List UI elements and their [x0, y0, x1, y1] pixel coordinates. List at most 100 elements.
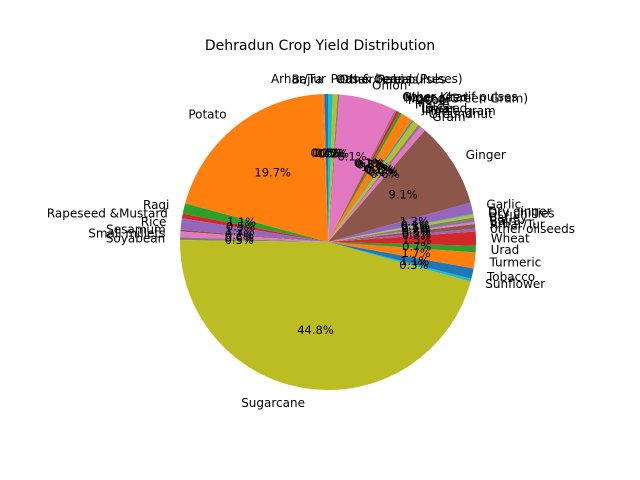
slice-percent-label: 0.5%	[226, 219, 255, 233]
pie-slice	[180, 237, 328, 242]
slice-label: Onion	[372, 78, 407, 92]
pie-slice	[328, 94, 340, 242]
slice-percent-label: 1.1%	[400, 254, 429, 268]
pie-slice	[328, 120, 414, 242]
slice-percent-label: 0.5%	[315, 146, 344, 160]
pie-slice	[180, 218, 328, 242]
slice-label: Niger seed	[403, 91, 468, 105]
slice-label: Bajra	[292, 72, 323, 86]
slice-label: Masoor	[408, 93, 452, 107]
slice-label: Rapeseed &Mustard	[47, 206, 168, 220]
pie-slice	[180, 231, 328, 242]
slice-percent-label: 19.7%	[254, 166, 291, 180]
slice-label: Bajra	[490, 214, 521, 228]
pie-slice	[181, 213, 328, 242]
slice-label: Potato	[188, 108, 226, 122]
pie-slice	[328, 231, 476, 246]
pie-slice	[328, 110, 400, 242]
slice-percent-label: 44.8%	[297, 323, 334, 337]
chart-title: Dehradun Crop Yield Distribution	[205, 38, 435, 54]
pie-slice	[328, 214, 474, 242]
slice-label: Groundnut	[429, 107, 493, 121]
slice-label: Ragi	[143, 198, 169, 212]
slice-label: Linseed	[421, 101, 467, 115]
slice-percent-label: 0.1%	[364, 162, 393, 176]
slice-label: Arhar/Tur	[490, 218, 545, 232]
slice-label: Peas & beans (Pulses)	[331, 72, 463, 86]
slice-percent-label: 0.1%	[354, 156, 383, 170]
slice-percent-label: 1.2%	[225, 224, 254, 238]
slice-percent-label: 0.6%	[366, 164, 395, 178]
pie-slice	[185, 94, 328, 242]
slice-percent-label: 0.1%	[365, 163, 394, 177]
pie-slice	[324, 94, 328, 242]
pie-slice	[328, 94, 338, 242]
slice-percent-label: 0.6%	[225, 230, 254, 244]
pie-slice	[179, 240, 471, 390]
pie-slice	[328, 217, 475, 242]
pie-slices	[179, 94, 476, 390]
slice-percent-label: 0.3%	[355, 157, 384, 171]
slice-label: Moong(Green Gram)	[405, 92, 528, 106]
slice-percent-label: 1.7%	[401, 246, 430, 260]
pie-slice	[328, 242, 474, 279]
pie-slice	[328, 242, 476, 253]
slice-percent-label: 0.7%	[402, 239, 431, 253]
pie-slice	[328, 222, 475, 242]
slice-label: Small millets	[88, 227, 165, 241]
slice-label: Sunflower	[485, 277, 545, 291]
pie-percent-labels: 0.4%0.2%19.7%1.1%0.5%1.2%0.2%0.6%0.3%44.…	[225, 146, 432, 337]
pie-slice	[328, 213, 474, 242]
slice-label: Turmeric	[489, 255, 542, 269]
slice-label: Rice	[141, 215, 167, 229]
slice-percent-label: 0.4%	[312, 146, 341, 160]
pie-slice	[328, 110, 396, 242]
slice-percent-label: 0.2%	[320, 146, 349, 160]
slice-label: Jowar	[421, 102, 455, 116]
slice-label: Arhar/Tur	[271, 72, 326, 86]
slice-label: Maize	[415, 97, 450, 111]
slice-label: Gram	[432, 110, 465, 124]
slice-percent-label: 0.2%	[225, 228, 254, 242]
pie-slice	[328, 228, 476, 242]
slice-percent-label: 1.5%	[402, 233, 431, 247]
slice-percent-label: 6.1%	[337, 150, 366, 164]
slice-percent-label: 1.1%	[227, 215, 256, 229]
pie-slice	[328, 110, 397, 242]
slice-label: Sesamum	[106, 222, 166, 236]
slice-label: Barley	[489, 211, 527, 225]
slice-label: other oilseeds	[490, 222, 575, 236]
slice-label: Soyabean	[106, 231, 165, 245]
pie-slice	[328, 113, 413, 242]
pie-slice	[328, 121, 419, 242]
slice-percent-label: 1.2%	[400, 215, 429, 229]
slice-label: Urad	[491, 243, 520, 257]
slice-label: Dry chillies	[488, 206, 554, 220]
pie-slice	[328, 94, 333, 242]
slice-label: Ginger	[466, 148, 506, 162]
slice-label: Horse-gram	[425, 104, 496, 118]
slice-label: Other Cereals	[336, 72, 419, 86]
slice-percent-label: 0.1%	[401, 218, 430, 232]
pie-slice	[328, 112, 402, 243]
slice-percent-label: 0.3%	[357, 158, 386, 172]
slice-label: Garlic	[486, 198, 521, 212]
slice-percent-label: 1.3%	[361, 160, 390, 174]
slice-percent-label: 0.3%	[399, 258, 428, 272]
slice-label: Other Rabi pulses	[340, 73, 447, 87]
slice-label: Other Kharif pulses	[402, 90, 517, 104]
pie-slice	[322, 94, 328, 242]
slice-percent-label: 0.1%	[354, 156, 383, 170]
slice-percent-label: 0.2%	[401, 224, 430, 238]
slice-percent-label: 9.1%	[388, 188, 417, 202]
pie-slice	[328, 126, 425, 242]
slice-label: Sugarcane	[241, 396, 305, 410]
pie-slice	[328, 94, 396, 242]
slice-label: Tobacco	[486, 270, 535, 284]
pie-slice	[328, 124, 421, 242]
slice-label: Dry ginger	[488, 204, 552, 218]
slice-percent-label: 0.3%	[401, 219, 430, 233]
slice-percent-label: 0.2%	[310, 146, 339, 160]
slice-percent-label: 0.3%	[368, 165, 397, 179]
